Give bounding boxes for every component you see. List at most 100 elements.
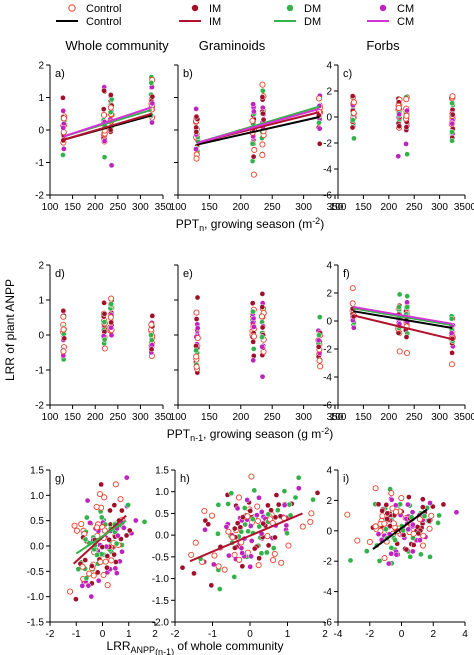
data-point-control [255,562,262,569]
y-tick-label: -0.5 [27,567,45,578]
x-tick-label: 3500 [454,202,474,213]
data-point-im [259,94,266,100]
data-point-dm [60,152,66,158]
data-point-dm [351,135,357,142]
data-point-im [247,508,254,514]
data-point-cm [112,565,119,572]
y-tick-label: -6 [323,191,332,202]
data-point-cm [396,111,403,118]
data-point-im [126,527,133,534]
x-tick-label: 200 [232,202,249,213]
y-tick-label: -1 [35,158,44,169]
data-point-cm [448,330,455,337]
y-tick-label: 4 [326,466,332,477]
data-point-control [107,314,114,321]
data-point-control [350,99,358,106]
data-point-cm [258,509,265,515]
x-tick-label: 3500 [454,412,474,423]
data-point-dm [286,501,293,508]
trend-line-im [72,514,127,565]
data-point-dm [407,553,414,560]
legend-entry-im: IM [191,3,221,15]
x-tick-label: 150 [64,202,81,213]
data-point-im [94,569,101,576]
data-point-dm [238,528,245,535]
legend-marker-dot [286,4,294,12]
data-point-cm [256,494,262,501]
data-point-control [420,532,427,539]
data-point-dm [215,502,222,508]
data-point-cm [259,343,266,350]
data-point-control [101,494,108,501]
y-tick-label: -2.0 [152,618,170,629]
data-point-cm [123,474,130,481]
data-point-cm [194,325,201,332]
data-point-cm [247,523,254,529]
data-point-im [99,544,106,550]
data-point-dm [251,487,258,494]
legend-entry-dm: DM [286,3,321,15]
trend-line-control [196,116,320,146]
data-point-dm [242,521,248,528]
legend-marker-open-circle [68,4,76,12]
data-point-cm [385,560,392,567]
panel-letter: g) [55,473,65,485]
data-point-cm [193,146,199,152]
x-tick-label: 100 [42,202,59,213]
x-tick-label: 250 [264,412,281,423]
data-point-dm [225,501,231,507]
data-point-im [403,334,410,340]
x-tick-label: 200 [232,412,249,423]
data-point-im [60,308,67,314]
data-point-im [239,563,246,570]
data-point-dm [216,586,223,592]
data-point-dm [231,574,238,580]
data-point-cm [226,552,232,559]
data-point-control [372,485,379,492]
data-point-control [221,566,228,573]
data-point-im [107,92,114,98]
x-tick-label: -2 [365,629,374,640]
data-point-dm [421,513,428,519]
data-point-im [379,507,386,514]
x-tick-label: 300 [295,202,312,213]
data-point-dm [316,119,322,126]
data-point-im [449,350,455,356]
data-point-control [100,112,108,119]
data-point-dm [316,314,323,320]
data-point-control [71,522,78,529]
x-tick-label: 100 [330,202,347,213]
column-title: Graminoids [199,38,266,53]
x-tick-label: 300 [431,412,448,423]
x-tick-label: -2 [171,629,180,640]
data-point-control [403,112,410,119]
y-tick-label: -2 [323,139,332,150]
legend: Control IM DM CM Control IM DM CM [56,3,414,28]
x-axis-label: PPTn-1, growing season (g m-2) [167,426,333,443]
data-point-cm [404,107,410,114]
data-point-cm [393,551,400,558]
data-point-im [101,310,108,317]
data-point-control [248,473,255,480]
x-tick-label: 200 [380,412,397,423]
data-point-im [272,534,278,541]
legend-entry-control: Control [68,3,121,15]
legend-label: CM [397,3,414,15]
data-point-cm [60,107,67,114]
data-point-cm [239,550,246,556]
data-point-im [112,559,119,565]
data-point-im [275,501,282,508]
data-point-im [265,502,271,509]
data-point-im [260,110,266,117]
data-point-cm [409,509,416,516]
data-point-im [191,570,197,577]
y-tick-label: 0 [38,331,44,342]
data-point-dm [347,557,354,564]
x-tick-label: 150 [355,412,372,423]
data-point-cm [149,100,156,107]
trend-line-dm [75,519,127,555]
data-point-im [239,514,246,521]
data-point-cm [259,373,266,380]
x-tick-label: 300 [431,202,448,213]
panel-letter: f) [343,268,350,280]
